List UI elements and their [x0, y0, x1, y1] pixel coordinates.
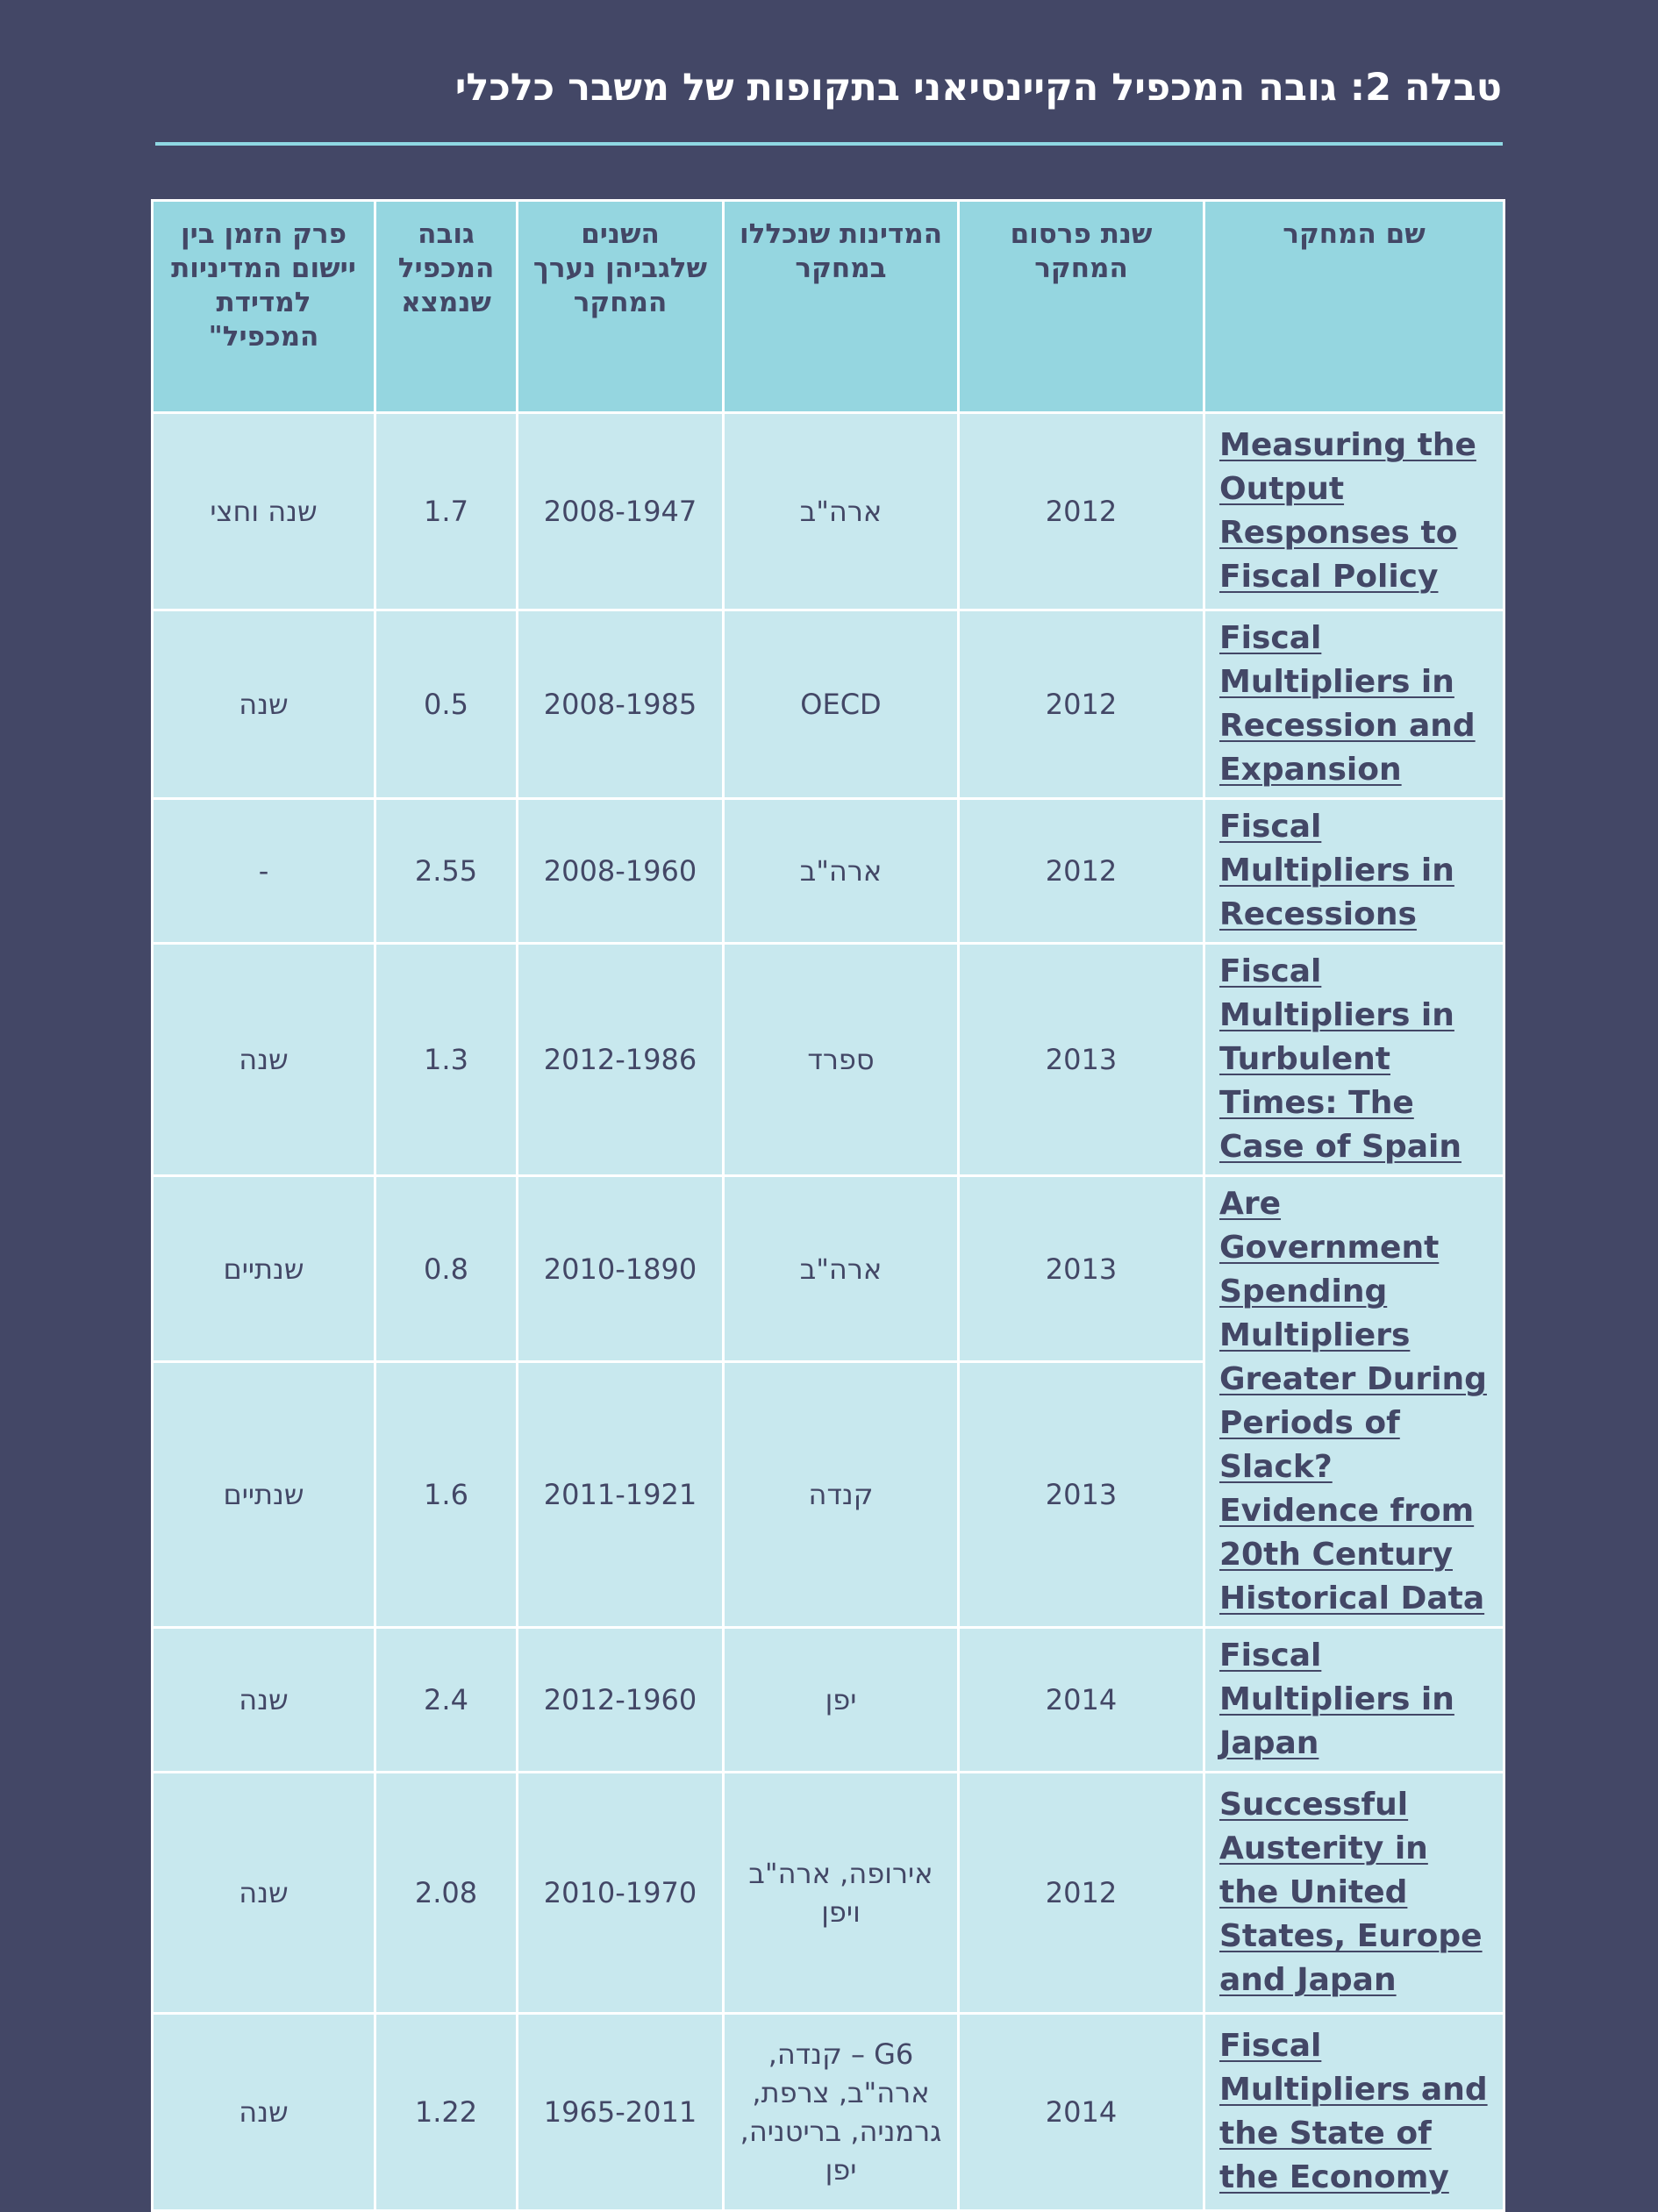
multiplier-cell: 2.4: [374, 1626, 518, 1773]
countries-cell: אירופה, ארה"ב ויפן: [722, 1771, 960, 2015]
countries-cell: יפן: [722, 1626, 960, 1773]
years-studied-cell: 1965-2011: [516, 2012, 725, 2212]
study-name-cell: Successful Austerity in the United State…: [1203, 1771, 1505, 2015]
years-studied-value: 1965-2011: [543, 2095, 697, 2129]
time-lag-cell: שנה: [151, 942, 376, 1177]
table-row: Fiscal Multipliers in Japan 2014 יפן 201…: [151, 1626, 1505, 1773]
study-link[interactable]: Fiscal Multipliers in Recession and Expa…: [1219, 620, 1476, 788]
study-name-cell: Are Government Spending Multipliers Grea…: [1203, 1174, 1505, 1629]
header-time-lag: פרק הזמן בין יישום המדיניות למדידת המכפי…: [151, 199, 376, 414]
study-name-cell: Fiscal Multipliers in Recessions: [1203, 797, 1505, 945]
table-row: Are Government Spending Multipliers Grea…: [151, 1174, 1505, 1629]
table-row: 2013 קנדה 2011-1921 1.6 שנתיים: [151, 1360, 1504, 1629]
multiplier-cell: 1.6: [374, 1360, 518, 1629]
publication-year-cell: 2014: [957, 1626, 1205, 1773]
years-studied-cell: 2011-1921: [516, 1360, 725, 1629]
header-multiplier: גובה המכפיל שנמצא: [374, 199, 518, 414]
years-studied-cell: 2010-1970: [516, 1771, 725, 2015]
publication-year-cell: 2014: [957, 2012, 1205, 2212]
time-lag-cell: שנה: [151, 609, 376, 800]
countries-cell: ארה"ב: [722, 1174, 960, 1364]
table-header-row: שם המחקר שנת פרסום המחקר המדינות שנכללו …: [151, 199, 1505, 414]
time-lag-cell: שנתיים: [151, 1360, 376, 1629]
time-lag-cell: -: [151, 797, 376, 945]
multiplier-cell: 1.3: [374, 942, 518, 1177]
publication-year-cell: 2013: [957, 1174, 1205, 1364]
multiplier-cell: 2.08: [374, 1771, 518, 2015]
years-studied-value: 2010-1890: [543, 1252, 697, 1286]
study-link[interactable]: Fiscal Multipliers and the State of the …: [1219, 2028, 1488, 2195]
years-studied-cell: 2012-1986: [516, 942, 725, 1177]
years-studied-value: 2011-1921: [543, 1478, 697, 1512]
study-name-cell: Fiscal Multipliers and the State of the …: [1203, 2012, 1505, 2212]
years-studied-value: 2008-1947: [543, 495, 697, 528]
study-link[interactable]: Successful Austerity in the United State…: [1219, 1787, 1483, 1998]
countries-cell: G6 – קנדה, ארה"ב, צרפת, גרמניה, בריטניה,…: [722, 2012, 960, 2212]
countries-cell: OECD: [722, 609, 960, 800]
years-studied-cell: 2008-1947: [516, 411, 725, 611]
study-link[interactable]: Measuring the Output Responses to Fiscal…: [1219, 427, 1476, 595]
header-study-name: שם המחקר: [1203, 199, 1505, 414]
multiplier-cell: 1.22: [374, 2012, 518, 2212]
countries-cell: ארה"ב: [722, 411, 960, 611]
countries-cell: ספרד: [722, 942, 960, 1177]
table-row: Successful Austerity in the United State…: [151, 1771, 1505, 2015]
time-lag-cell: שנה: [151, 1771, 376, 2015]
years-studied-cell: 2008-1985: [516, 609, 725, 800]
study-name-cell: Fiscal Multipliers in Japan: [1203, 1626, 1505, 1773]
time-lag-cell: שנה וחצי: [151, 411, 376, 611]
study-name-cell: Fiscal Multipliers in Turbulent Times: T…: [1203, 942, 1505, 1177]
years-studied-value: 2010-1970: [543, 1876, 697, 1909]
table-row: Fiscal Multipliers in Turbulent Times: T…: [151, 942, 1505, 1177]
publication-year-cell: 2013: [957, 1360, 1205, 1629]
years-studied-value: 2012-1986: [543, 1043, 697, 1076]
study-name-cell: Fiscal Multipliers in Recession and Expa…: [1203, 609, 1505, 800]
countries-cell: ארה"ב: [722, 797, 960, 945]
study-link[interactable]: Fiscal Multipliers in Turbulent Times: T…: [1219, 953, 1461, 1165]
multiplier-cell: 1.7: [374, 411, 518, 611]
years-studied-cell: 2010-1890: [516, 1174, 725, 1364]
multiplier-cell: 0.8: [374, 1174, 518, 1364]
table-row: Measuring the Output Responses to Fiscal…: [151, 411, 1505, 611]
multiplier-table: שם המחקר שנת פרסום המחקר המדינות שנכללו …: [151, 199, 1505, 2212]
publication-year-cell: 2013: [957, 942, 1205, 1177]
multiplier-cell: 0.5: [374, 609, 518, 800]
time-lag-cell: שנה: [151, 2012, 376, 2212]
years-studied-value: 2008-1960: [543, 854, 697, 888]
page-title: טבלה 2: גובה המכפיל הקיינסיאני בתקופות ש…: [454, 66, 1502, 110]
publication-year-cell: 2012: [957, 609, 1205, 800]
years-studied-value: 2012-1960: [543, 1683, 697, 1716]
study-link[interactable]: Fiscal Multipliers in Recessions: [1219, 809, 1454, 932]
header-publication-year: שנת פרסום המחקר: [957, 199, 1205, 414]
header-years-studied: השנים שלגביהן נערך המחקר: [516, 199, 725, 414]
years-studied-cell: 2012-1960: [516, 1626, 725, 1773]
header-countries: המדינות שנכללו במחקר: [722, 199, 960, 414]
publication-year-cell: 2012: [957, 797, 1205, 945]
time-lag-cell: שנתיים: [151, 1174, 376, 1364]
table-row: Fiscal Multipliers and the State of the …: [151, 2012, 1505, 2212]
table-row: Fiscal Multipliers in Recessions 2012 אר…: [151, 797, 1505, 945]
study-name-cell: Measuring the Output Responses to Fiscal…: [1203, 411, 1505, 611]
multiplier-cell: 2.55: [374, 797, 518, 945]
publication-year-cell: 2012: [957, 411, 1205, 611]
time-lag-cell: שנה: [151, 1626, 376, 1773]
title-divider: [155, 142, 1503, 146]
publication-year-cell: 2012: [957, 1771, 1205, 2015]
years-studied-cell: 2008-1960: [516, 797, 725, 945]
countries-cell: קנדה: [722, 1360, 960, 1629]
study-link[interactable]: Fiscal Multipliers in Japan: [1219, 1638, 1454, 1761]
table-row: Fiscal Multipliers in Recession and Expa…: [151, 609, 1505, 800]
study-link[interactable]: Are Government Spending Multipliers Grea…: [1219, 1186, 1487, 1616]
years-studied-value: 2008-1985: [543, 688, 697, 721]
